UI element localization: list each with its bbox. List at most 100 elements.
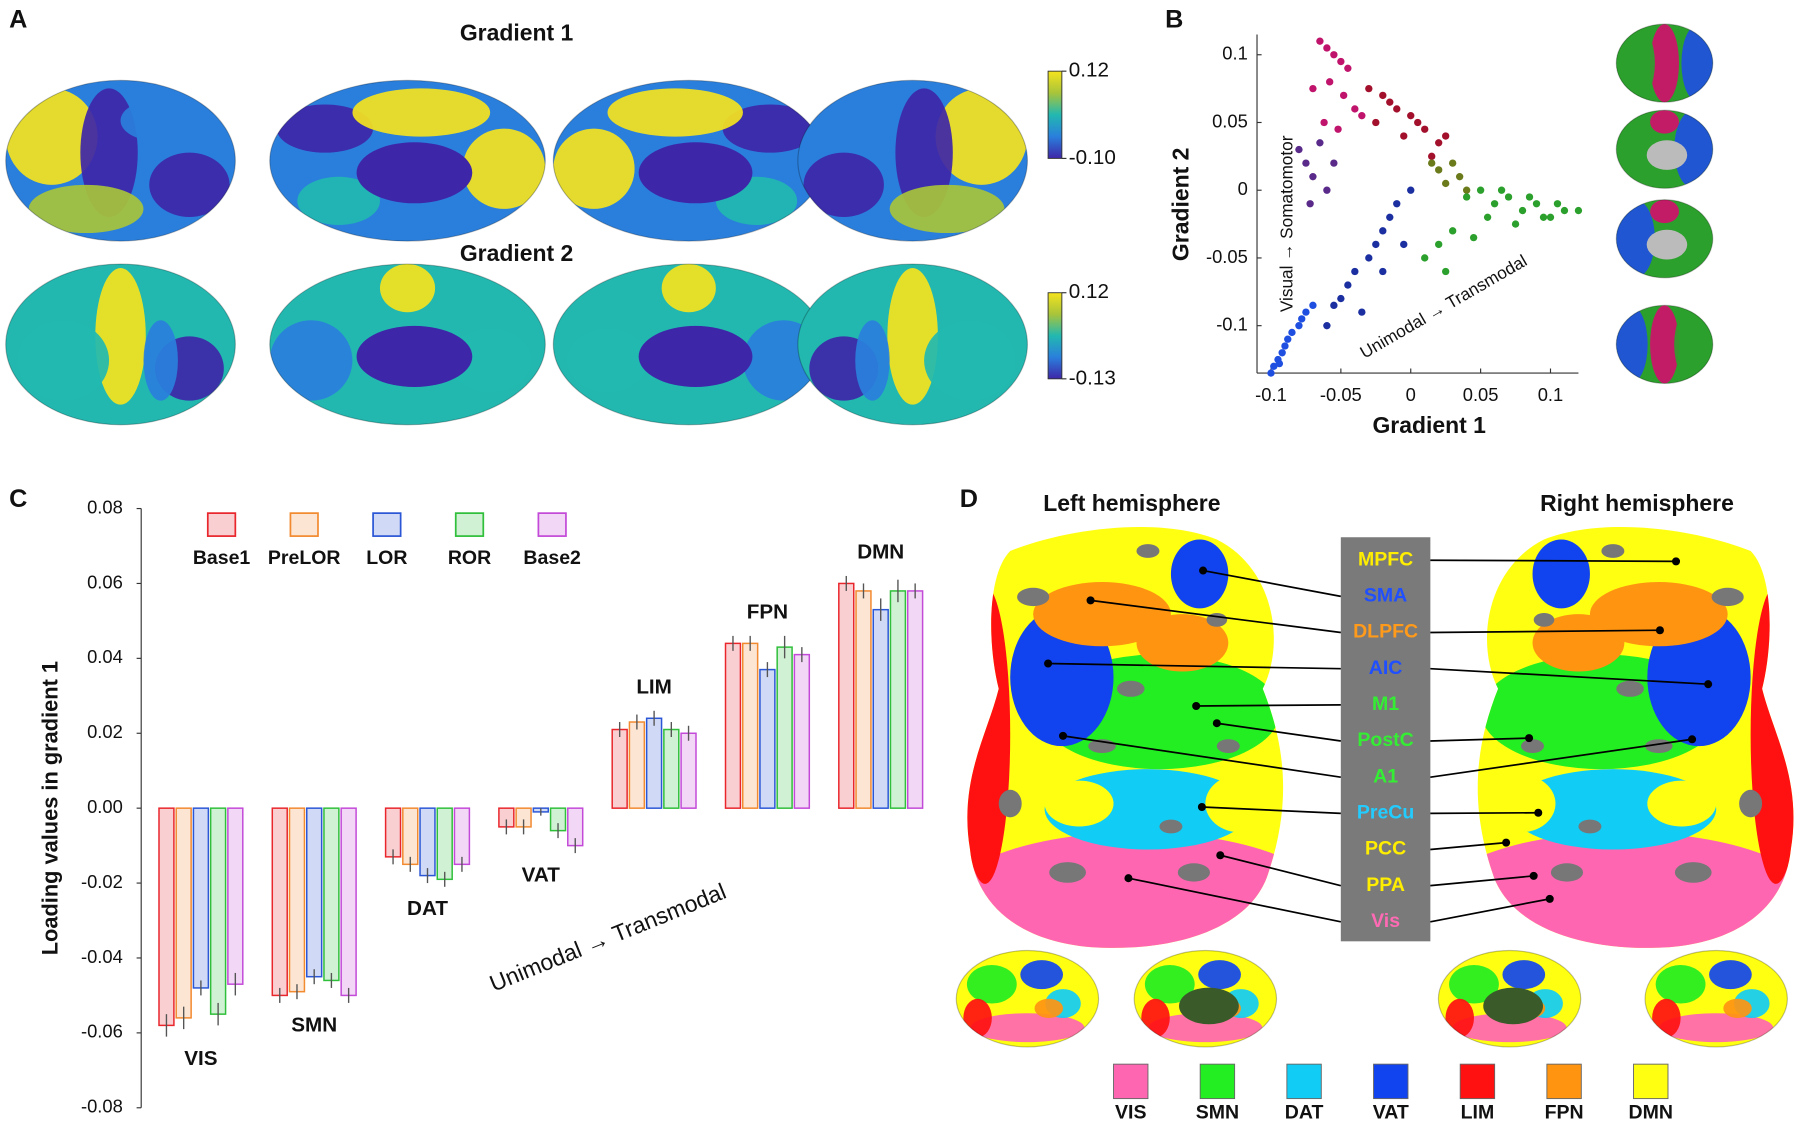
brain-patches xyxy=(269,264,532,401)
category-label: FPN xyxy=(747,600,788,623)
point xyxy=(1448,227,1457,235)
point xyxy=(1421,254,1429,262)
brain-outline xyxy=(1615,23,1714,103)
bar xyxy=(663,728,680,809)
flatmap-gap xyxy=(1616,680,1644,697)
point xyxy=(1337,294,1345,303)
leader-line xyxy=(1430,738,1693,779)
leader-line xyxy=(1048,662,1341,670)
network-label: VIS xyxy=(1115,1102,1146,1124)
bar xyxy=(906,590,924,809)
annotation: Unimodal → Transmodal xyxy=(1356,250,1530,362)
colorbar-label: -0.13 xyxy=(1069,366,1116,389)
network-label: FPN xyxy=(1545,1102,1584,1124)
brain-patch xyxy=(448,328,532,393)
brain-outline xyxy=(797,263,1028,426)
point xyxy=(1358,112,1366,120)
flatmap-patch xyxy=(1647,780,1717,827)
point xyxy=(1339,91,1348,100)
point xyxy=(1386,98,1394,106)
point xyxy=(1469,233,1478,242)
category-label: SMN xyxy=(291,1013,337,1036)
flatmap-gap xyxy=(1739,789,1763,818)
bar xyxy=(776,646,793,809)
colorbar-label: -0.10 xyxy=(1069,146,1116,169)
medial-wall xyxy=(356,325,473,387)
leader-line xyxy=(1128,877,1341,923)
brain-patch xyxy=(1709,960,1752,990)
brain-surface xyxy=(797,79,1028,242)
brain-patch xyxy=(935,88,1028,185)
category-label: LIM xyxy=(636,675,672,698)
point xyxy=(1462,193,1471,201)
brain-patches xyxy=(5,88,230,234)
point xyxy=(1435,240,1443,249)
point xyxy=(1351,267,1359,276)
colorbar-label: 0.12 xyxy=(1069,280,1109,303)
flatmap-gap xyxy=(1601,544,1625,558)
medial-wall xyxy=(356,142,473,204)
brain-patch xyxy=(661,264,716,313)
x-tick-label: 0.1 xyxy=(1538,384,1564,405)
bar xyxy=(227,807,244,985)
brain-patch xyxy=(1650,24,1680,103)
point xyxy=(1497,186,1506,194)
medial-wall xyxy=(1646,229,1688,260)
point xyxy=(1393,105,1401,113)
flatmap-gap xyxy=(1578,819,1602,834)
brain-patches xyxy=(553,88,818,225)
leader-dot xyxy=(1199,566,1208,575)
brain-patches xyxy=(1616,305,1713,384)
point xyxy=(1490,200,1499,208)
leader-dot xyxy=(1704,680,1713,689)
y-axis-title: Gradient 2 xyxy=(1167,148,1193,261)
x-axis-title: Gradient 1 xyxy=(1372,412,1486,438)
point xyxy=(1442,179,1450,188)
leader-line xyxy=(1090,599,1341,634)
brain-patch xyxy=(553,128,635,209)
annotation: Visual → Somatomotor xyxy=(1277,135,1297,312)
network-label: SMN xyxy=(1196,1102,1239,1124)
leader-dot xyxy=(1216,851,1225,860)
category-label: DMN xyxy=(857,540,904,563)
y-tick-label: 0.06 xyxy=(87,571,123,592)
bar xyxy=(724,642,742,809)
region-label: M1 xyxy=(1372,693,1399,715)
y-tick-label: -0.05 xyxy=(1206,246,1248,267)
bar xyxy=(645,717,663,809)
brain-patches xyxy=(17,268,224,405)
region-label: PreCu xyxy=(1357,801,1414,823)
network-label: DAT xyxy=(1285,1102,1324,1124)
flatmap xyxy=(1477,527,1794,948)
y-tick-label: -0.04 xyxy=(81,946,123,967)
hemisphere-title: Left hemisphere xyxy=(1043,490,1220,516)
brain-patch xyxy=(1652,998,1681,1038)
point xyxy=(1442,267,1450,276)
point xyxy=(1532,200,1541,208)
point xyxy=(1365,84,1373,93)
brain-outline xyxy=(1437,949,1582,1048)
brain-patch xyxy=(889,184,1005,234)
brain-surface xyxy=(552,263,825,426)
flatmap-gap xyxy=(1521,739,1545,754)
panel-label: C xyxy=(9,485,27,513)
brain-patch xyxy=(352,88,491,137)
brain-patch xyxy=(1445,998,1474,1038)
bar xyxy=(323,807,340,982)
bar xyxy=(741,642,759,809)
leader-line xyxy=(1430,841,1507,851)
x-tick-label: 0.05 xyxy=(1463,384,1499,405)
bar xyxy=(680,732,697,809)
point xyxy=(1309,301,1317,310)
point xyxy=(1400,240,1408,249)
network-label: VAT xyxy=(1373,1102,1409,1124)
legend-swatch xyxy=(537,512,567,537)
point xyxy=(1284,335,1292,343)
network-swatch xyxy=(1199,1063,1236,1100)
leader-line xyxy=(1202,569,1341,598)
point xyxy=(1400,132,1408,140)
point xyxy=(1295,322,1303,330)
point xyxy=(1428,152,1436,161)
bar xyxy=(175,807,192,1019)
legend-label: LOR xyxy=(366,547,407,569)
